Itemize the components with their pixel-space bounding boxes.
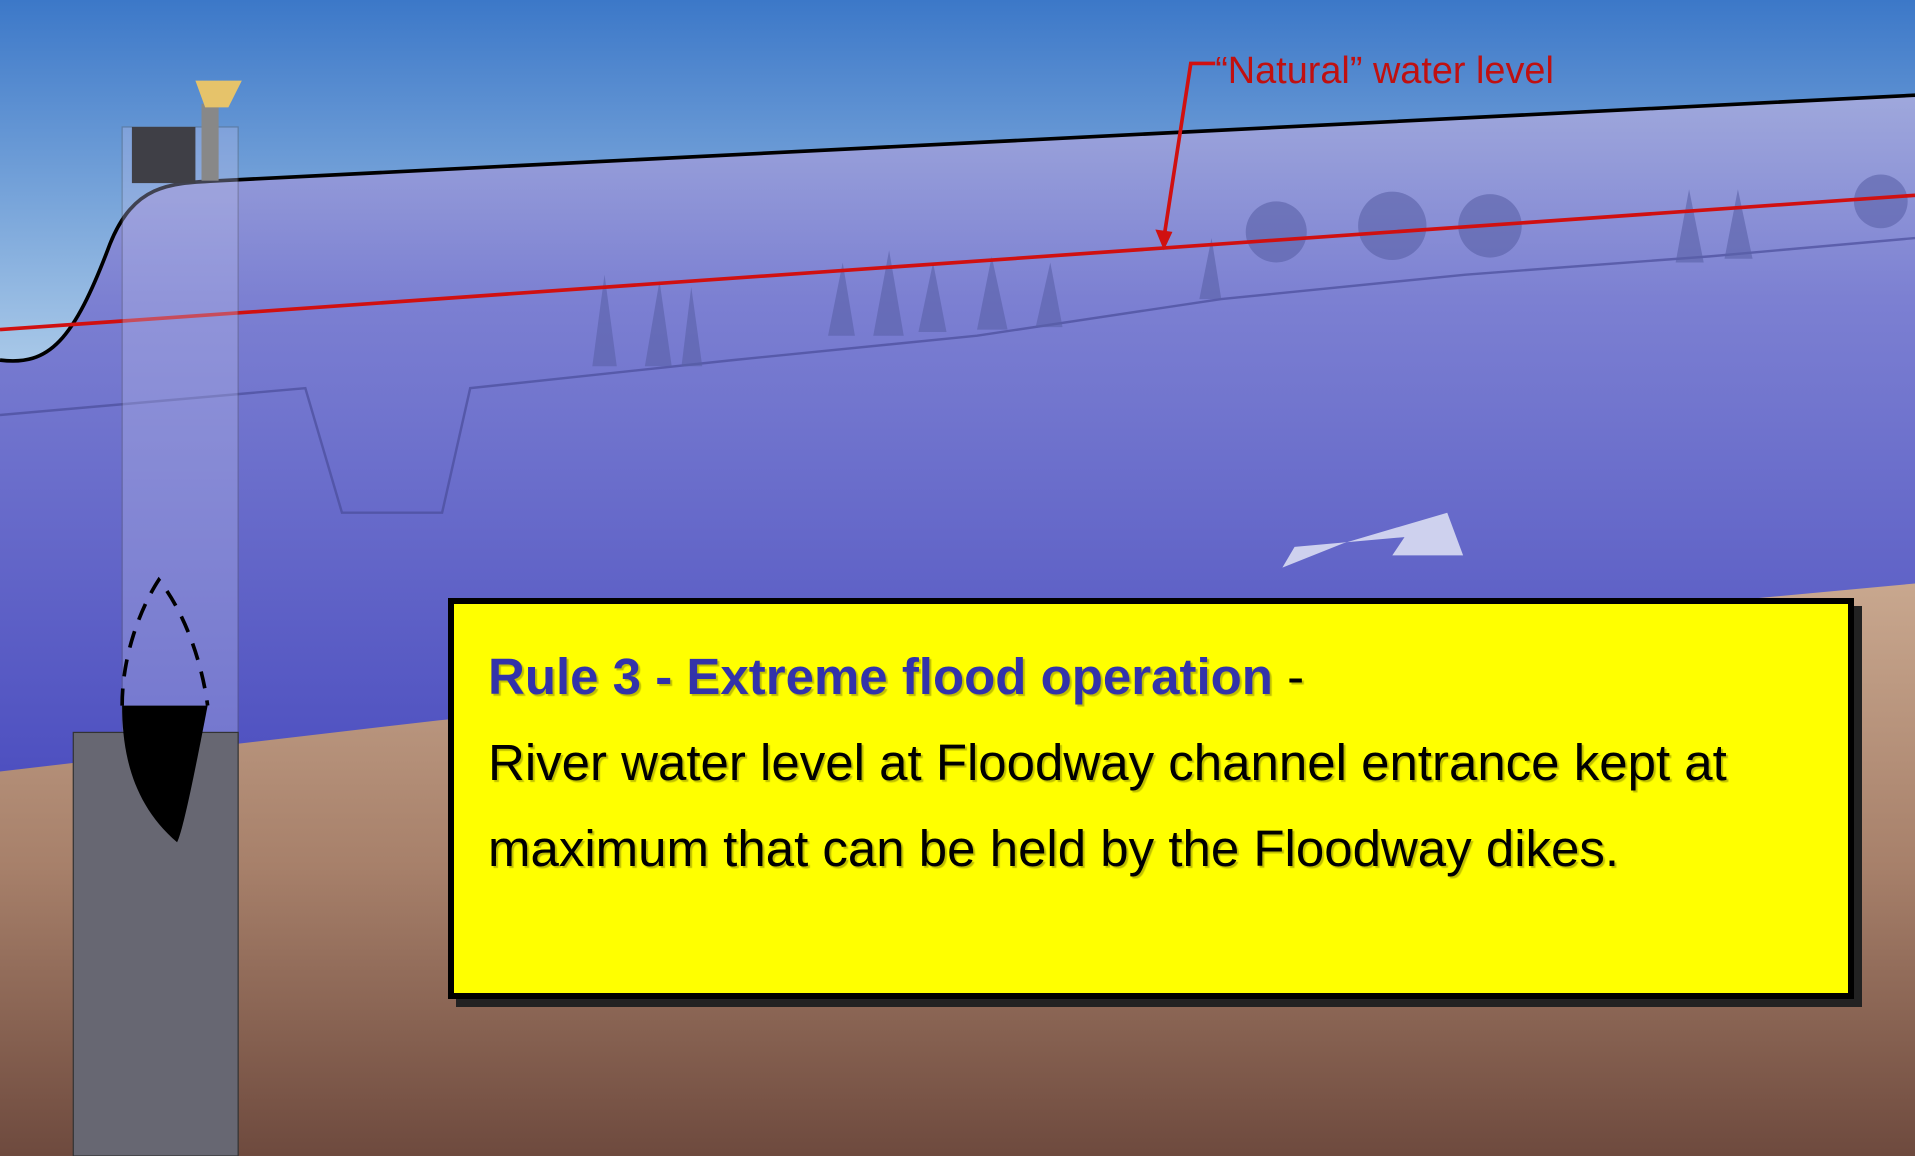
control-column	[122, 127, 238, 737]
rule-body: River water level at Floodway channel en…	[488, 734, 1727, 877]
water-level-label: “Natural” water level	[1215, 50, 1554, 92]
rule-callout: Rule 3 - Extreme flood operation - River …	[448, 598, 1854, 999]
gate-stem	[202, 104, 219, 181]
slide: “Natural” water level Rule 3 - Extreme f…	[0, 0, 1915, 1156]
gate-housing	[132, 127, 196, 183]
rule-title: Rule 3 - Extreme flood operation	[488, 648, 1273, 705]
separator: -	[1287, 648, 1304, 705]
